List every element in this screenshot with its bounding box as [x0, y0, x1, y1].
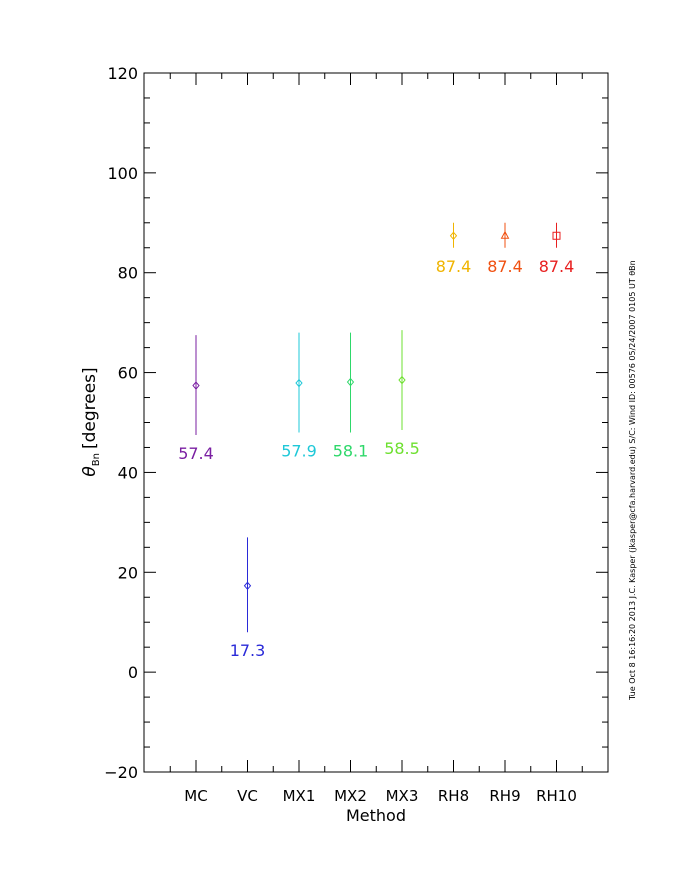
- data-point-diamond: [295, 378, 303, 388]
- data-point-triangle: [500, 230, 510, 239]
- x-tick-label: VC: [237, 787, 258, 805]
- y-tick-label: −20: [104, 763, 138, 782]
- y-axis-subscript: Bn: [91, 453, 102, 466]
- data-point-diamond: [449, 231, 458, 241]
- y-tick-label: 80: [118, 264, 138, 283]
- y-tick-label: 0: [128, 663, 138, 682]
- data-label: 57.9: [281, 441, 317, 460]
- x-tick-label: MX3: [386, 787, 419, 805]
- data-label: 87.4: [487, 257, 523, 276]
- x-tick-label: MX1: [283, 787, 316, 805]
- data-label: 87.4: [539, 257, 575, 276]
- error-bars: [195, 222, 557, 633]
- data-label: 17.3: [230, 641, 266, 660]
- plot-frame: [143, 72, 609, 773]
- y-tick-label: 60: [118, 364, 138, 383]
- y-axis-units: [degrees]: [80, 367, 100, 449]
- x-tick-labels: MC VC MX1 MX2 MX3 RH8 RH9 RH10: [184, 787, 577, 805]
- data-label: 58.5: [384, 439, 420, 458]
- data-label: 57.4: [178, 444, 214, 463]
- markers: [192, 230, 561, 591]
- axis-ticks: [144, 72, 608, 773]
- data-point-diamond: [346, 377, 355, 387]
- data-label: 87.4: [436, 257, 472, 276]
- y-axis-symbol: θ: [80, 466, 100, 477]
- y-axis-label: θBn [degrees]: [80, 367, 102, 476]
- x-axis-label: Method: [346, 806, 406, 825]
- data-point-diamond: [398, 375, 406, 385]
- data-point-diamond: [243, 581, 252, 591]
- data-label: 58.1: [333, 441, 369, 460]
- y-tick-labels: −20 0 20 40 60 80 100 120: [104, 64, 138, 782]
- y-tick-label: 40: [118, 463, 138, 482]
- data-point-diamond: [192, 381, 200, 390]
- y-tick-label: 100: [107, 164, 138, 183]
- x-tick-label: MX2: [334, 787, 367, 805]
- data-point-square: [552, 231, 561, 240]
- plot-annotation: Tue Oct 8 16:16:20 2013 J.C. Kasper (jka…: [628, 260, 637, 701]
- x-tick-label: RH9: [489, 787, 520, 805]
- data-labels: 57.4 17.3 57.9 58.1 58.5 87.4 87.4 87.4: [178, 257, 574, 660]
- x-tick-label: MC: [184, 787, 207, 805]
- y-tick-label: 20: [118, 563, 138, 582]
- svg-text:θBn[degrees]: θBn [degrees]: [80, 367, 102, 476]
- x-tick-label: RH10: [536, 787, 577, 805]
- y-tick-label: 120: [107, 64, 138, 83]
- x-tick-label: RH8: [438, 787, 469, 805]
